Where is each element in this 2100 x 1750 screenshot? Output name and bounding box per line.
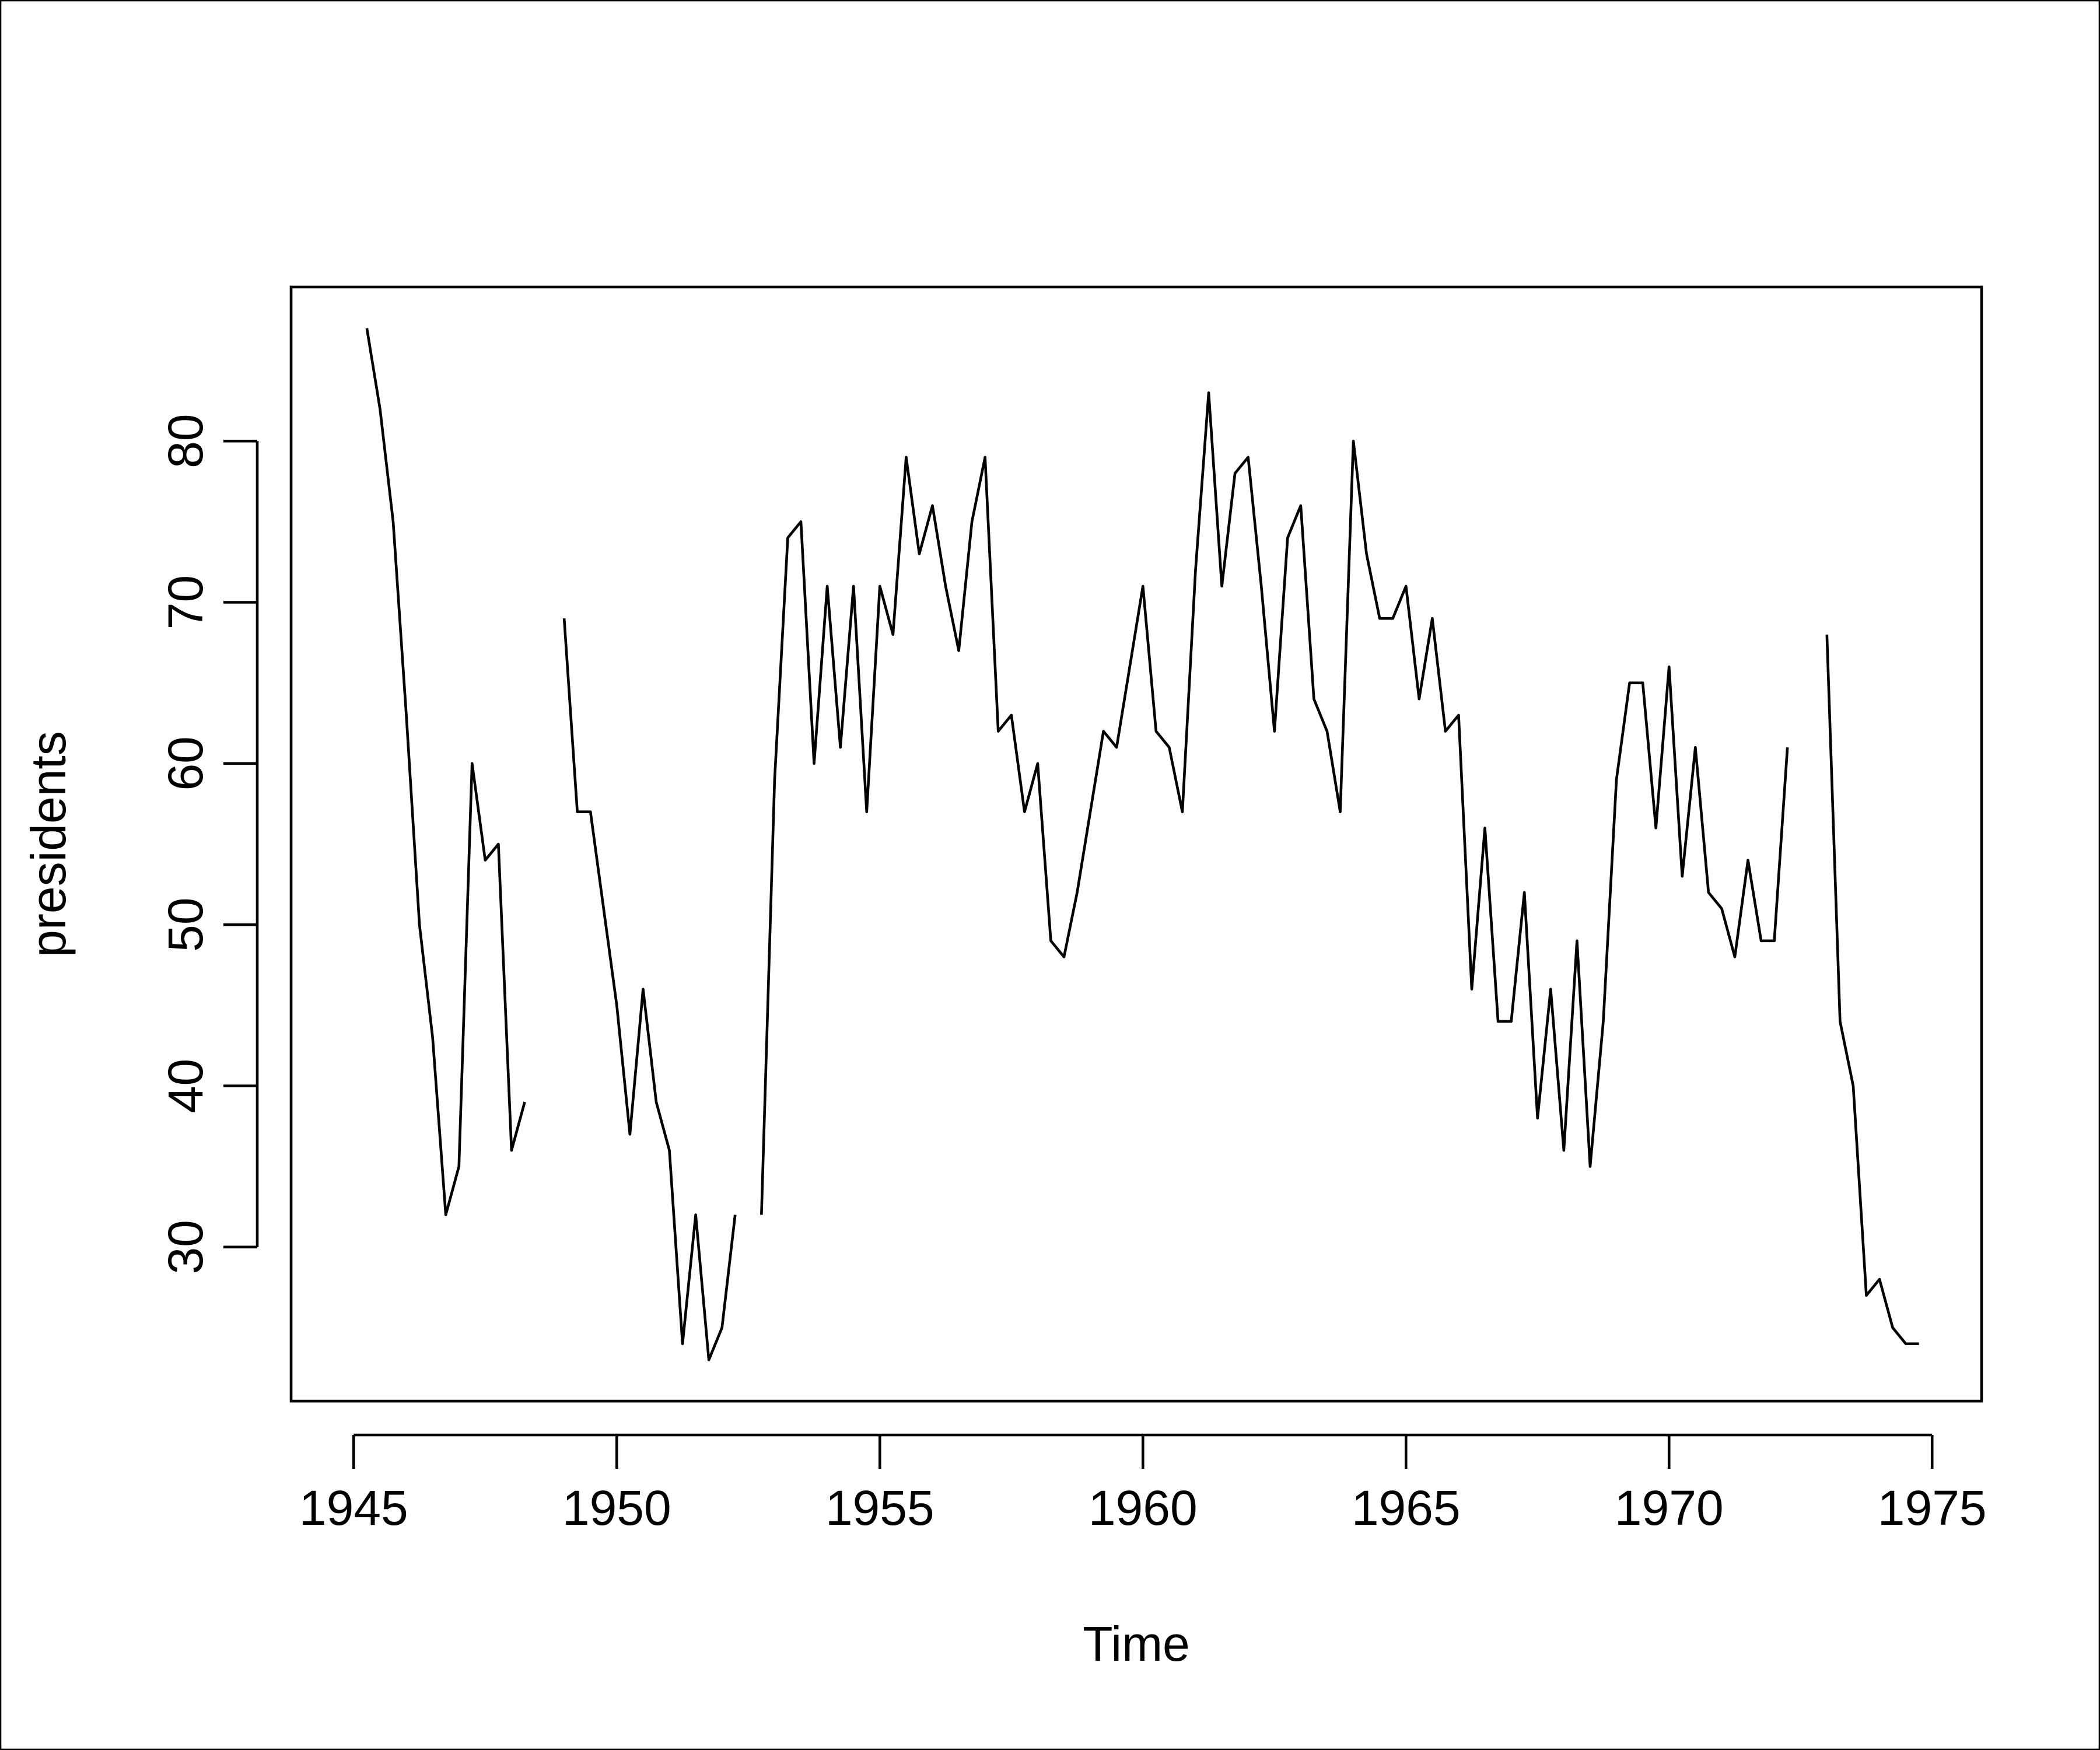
y-tick-label: 80 xyxy=(158,414,213,468)
y-tick-label: 50 xyxy=(158,897,213,951)
plot-frame xyxy=(289,285,1983,1403)
x-tick-label: 1975 xyxy=(1878,1480,1987,1535)
y-tick-label: 70 xyxy=(158,575,213,629)
data-line xyxy=(365,328,1919,1362)
x-tick-label: 1945 xyxy=(299,1480,408,1535)
x-tick-label: 1950 xyxy=(562,1480,671,1535)
x-tick-label: 1955 xyxy=(825,1480,935,1535)
x-tick-label: 1970 xyxy=(1615,1480,1724,1535)
x-tick-label: 1965 xyxy=(1352,1480,1461,1535)
y-tick-label: 60 xyxy=(158,736,213,790)
x-axis-label: Time xyxy=(1083,1616,1190,1671)
x-tick-label: 1960 xyxy=(1088,1480,1198,1535)
y-axis-label: presidents xyxy=(21,731,76,957)
y-tick-label: 30 xyxy=(158,1220,213,1274)
y-tick-label: 40 xyxy=(158,1059,213,1113)
